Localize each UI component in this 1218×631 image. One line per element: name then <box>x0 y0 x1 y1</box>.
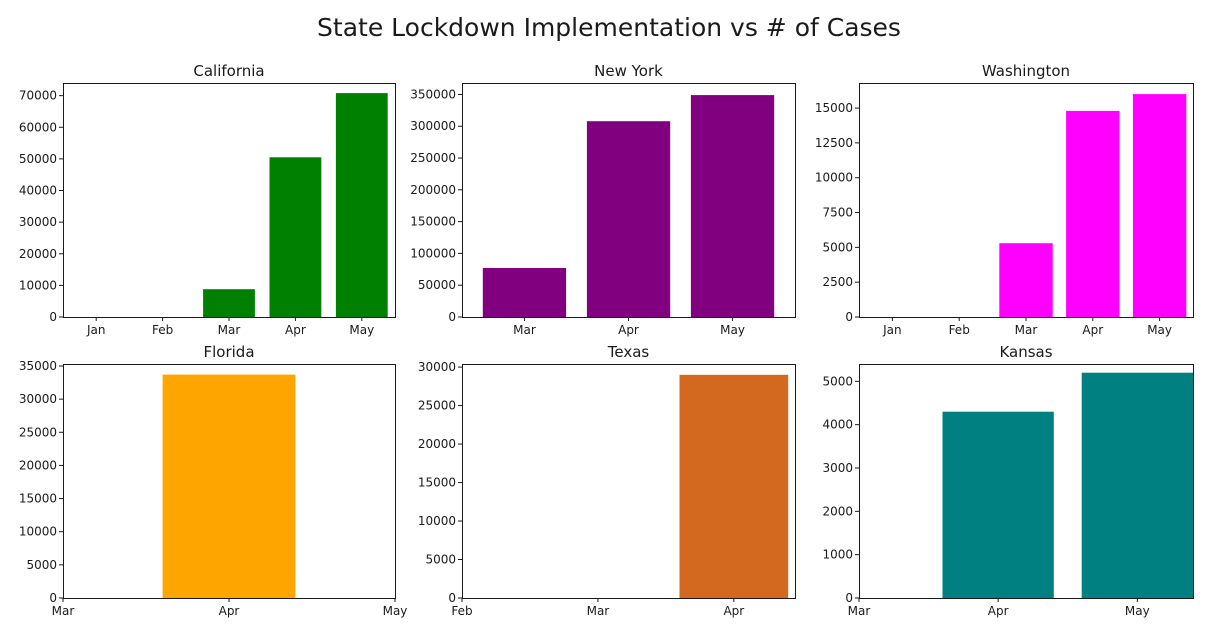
y-tick-label: 30000 <box>19 392 57 406</box>
subplot-title: Florida <box>203 343 254 361</box>
y-tick-label: 1000 <box>822 548 853 562</box>
bar-washington-may <box>1132 94 1187 317</box>
x-tick-label: Apr <box>219 604 240 618</box>
y-tick-label: 40000 <box>19 184 57 198</box>
y-tick-label: 0 <box>448 591 456 605</box>
x-tick-label: Apr <box>618 323 639 337</box>
bar-washington-mar <box>999 243 1053 317</box>
subplot-kansas: Mar Apr May 0 1000 2000 3000 4000 5000 Kansas <box>822 343 1194 618</box>
x-tick-label: Mar <box>587 604 610 618</box>
subplot-new-york: Mar Apr May 0 50000 100000 150000 200000 250000 3… <box>410 62 796 337</box>
x-tick-label: Feb <box>949 323 970 337</box>
y-tick-label: 60000 <box>19 120 57 134</box>
y-tick-label: 10000 <box>815 171 853 185</box>
y-tick-label: 10000 <box>19 278 57 292</box>
x-tick-label: Mar <box>513 323 536 337</box>
y-tick-label: 15000 <box>418 476 456 490</box>
subplot-washington: Jan Feb Mar Apr May 0 2500 5000 7500 10000 12500 15… <box>815 62 1194 337</box>
axes-frame <box>462 364 796 599</box>
x-tick-label: Apr <box>723 604 744 618</box>
y-tick-label: 5000 <box>425 553 456 567</box>
y-tick-label: 0 <box>845 310 853 324</box>
x-tick-label: Apr <box>1082 323 1103 337</box>
y-tick-label: 350000 <box>410 87 456 101</box>
bar-texas-apr <box>679 374 789 598</box>
y-tick-label: 3000 <box>822 461 853 475</box>
x-tick-label: Mar <box>52 604 75 618</box>
x-tick-label: Feb <box>451 604 472 618</box>
x-tick-label: Feb <box>152 323 173 337</box>
y-tick-label: 0 <box>845 591 853 605</box>
subplot-title: California <box>193 62 264 80</box>
y-tick-label: 0 <box>49 310 57 324</box>
subplot-title: Washington <box>982 62 1070 80</box>
x-tick-label: May <box>349 323 374 337</box>
subplot-title: Texas <box>607 343 650 361</box>
y-tick-label: 5000 <box>822 374 853 388</box>
y-tick-label: 20000 <box>19 458 57 472</box>
bar-kansas-may <box>1081 372 1193 598</box>
y-tick-label: 200000 <box>410 183 456 197</box>
x-tick-label: May <box>1125 604 1150 618</box>
bar-washington-apr <box>1066 110 1120 318</box>
y-tick-label: 2500 <box>822 275 853 289</box>
y-tick-label: 100000 <box>410 246 456 260</box>
axes-frame <box>859 364 1194 599</box>
subplot-title: New York <box>594 62 663 80</box>
y-tick-label: 0 <box>448 310 456 324</box>
bar-new-york-apr <box>586 121 671 317</box>
y-tick-label: 70000 <box>19 89 57 103</box>
y-tick-label: 20000 <box>418 437 456 451</box>
bar-florida-apr <box>162 374 296 598</box>
bar-california-apr <box>269 157 322 317</box>
x-tick-label: Apr <box>285 323 306 337</box>
subplot-texas: Feb Mar Apr 0 5000 10000 15000 20000 25000 30000 T… <box>418 343 796 618</box>
y-tick-label: 300000 <box>410 119 456 133</box>
y-tick-label: 50000 <box>19 152 57 166</box>
y-tick-label: 7500 <box>822 206 853 220</box>
subplot-title: Kansas <box>999 343 1052 361</box>
subplot-grid: Jan Feb Mar Apr May0100002000030000400005000… <box>19 62 1194 618</box>
y-tick-label: 30000 <box>418 360 456 374</box>
y-tick-label: 20000 <box>19 247 57 261</box>
y-tick-label: 5000 <box>26 558 57 572</box>
x-tick-label: Mar <box>848 604 871 618</box>
y-tick-label: 0 <box>49 591 57 605</box>
y-tick-label: 150000 <box>410 215 456 229</box>
x-tick-label: May <box>1147 323 1172 337</box>
bar-california-mar <box>203 289 255 317</box>
figure-title: State Lockdown Implementation vs # of Ca… <box>317 13 901 42</box>
y-tick-label: 10000 <box>418 514 456 528</box>
y-tick-label: 4000 <box>822 418 853 432</box>
y-tick-label: 5000 <box>822 240 853 254</box>
y-tick-label: 15000 <box>815 101 853 115</box>
y-tick-label: 35000 <box>19 359 57 373</box>
x-tick-label: May <box>720 323 745 337</box>
y-tick-label: 25000 <box>418 399 456 413</box>
bar-california-may <box>335 93 388 317</box>
y-tick-label: 50000 <box>418 278 456 292</box>
y-tick-label: 30000 <box>19 215 57 229</box>
x-tick-label: Mar <box>218 323 241 337</box>
subplot-florida: Mar Apr May 0 5000 10000 15000 20000 25000 30000 3… <box>19 343 408 618</box>
bar-new-york-mar <box>482 268 567 317</box>
y-tick-label: 2000 <box>822 504 853 518</box>
y-tick-label: 15000 <box>19 492 57 506</box>
y-tick-label: 12500 <box>815 136 853 150</box>
bar-new-york-may <box>690 95 775 317</box>
y-tick-label: 10000 <box>19 525 57 539</box>
x-tick-label: Jan <box>882 323 902 337</box>
subplot-california: Jan Feb Mar Apr May 0 10000 20000 30000 40000 5000… <box>19 62 396 337</box>
x-tick-label: May <box>383 604 408 618</box>
bar-kansas-apr <box>942 411 1054 598</box>
y-tick-label: 250000 <box>410 151 456 165</box>
x-tick-label: Apr <box>988 604 1009 618</box>
x-tick-label: Mar <box>1015 323 1038 337</box>
x-tick-label: Jan <box>86 323 106 337</box>
y-tick-label: 25000 <box>19 425 57 439</box>
